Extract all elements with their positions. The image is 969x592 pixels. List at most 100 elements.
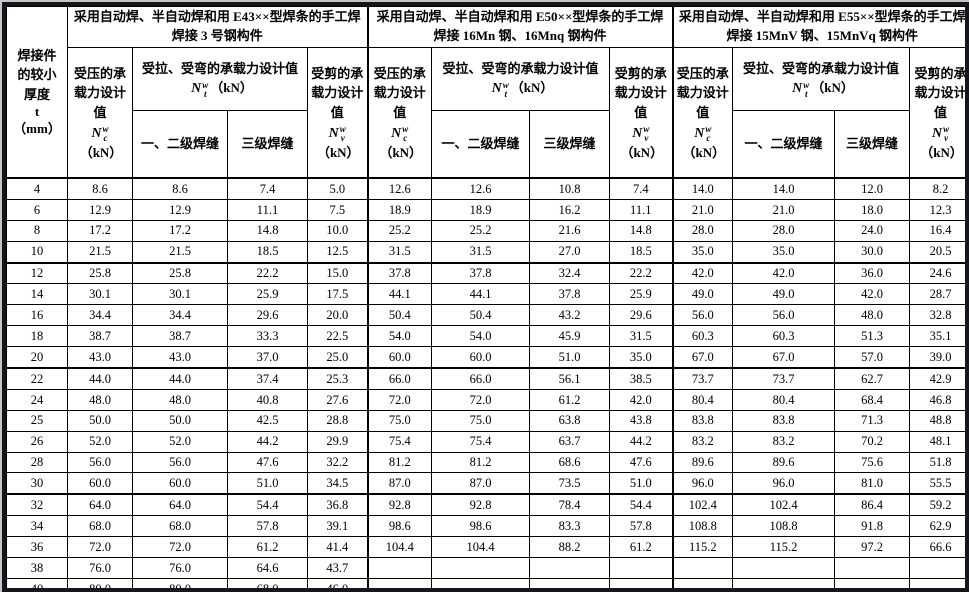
value-cell: 7.4 xyxy=(608,177,674,200)
value-cell xyxy=(909,557,965,579)
value-cell: 21.6 xyxy=(529,219,610,242)
value-cell: 38.7 xyxy=(132,325,228,348)
value-cell: 21.0 xyxy=(732,198,836,221)
table-row: 28 56.0 56.0 47.6 32.2 81.2 81.2 68.6 47… xyxy=(6,451,965,474)
table-row: 12 25.8 25.8 22.2 15.0 37.8 37.8 32.4 22… xyxy=(6,262,965,285)
value-cell: 17.2 xyxy=(67,219,133,242)
value-cell: 25.8 xyxy=(132,262,228,285)
value-cell: 48.0 xyxy=(132,388,228,411)
value-cell: 91.8 xyxy=(834,515,911,538)
value-cell: 48.0 xyxy=(67,388,133,411)
table-row: 26 52.0 52.0 44.2 29.9 75.4 75.4 63.7 44… xyxy=(6,430,965,453)
value-cell: 76.0 xyxy=(132,557,228,579)
table-row: 38 76.0 76.0 64.6 43.7 xyxy=(6,557,965,579)
value-cell: 87.0 xyxy=(366,472,432,496)
value-cell: 18.0 xyxy=(834,198,911,221)
value-cell xyxy=(834,577,911,588)
value-cell: 12.6 xyxy=(431,177,530,200)
table-row: 30 60.0 60.0 51.0 34.5 87.0 87.0 73.5 51… xyxy=(6,472,965,496)
value-cell: 48.8 xyxy=(909,409,965,432)
value-cell: 97.2 xyxy=(834,536,911,559)
value-cell: 96.0 xyxy=(671,472,734,496)
value-cell: 71.3 xyxy=(834,409,911,432)
value-cell: 50.4 xyxy=(366,304,432,327)
value-cell xyxy=(909,577,965,588)
value-cell: 55.5 xyxy=(909,472,965,496)
value-cell: 32.4 xyxy=(529,262,610,285)
table-body: 4 8.6 8.6 7.4 5.0 12.6 12.6 10.8 7.4 14.… xyxy=(6,177,965,588)
value-cell: 57.0 xyxy=(834,346,911,370)
value-cell: 25.9 xyxy=(227,283,308,306)
value-cell: 21.5 xyxy=(67,240,133,264)
thickness-cell: 25 xyxy=(6,409,68,432)
value-cell: 80.0 xyxy=(67,577,133,588)
value-cell: 18.5 xyxy=(608,240,674,264)
value-cell: 35.0 xyxy=(608,346,674,370)
value-cell: 61.2 xyxy=(608,536,674,559)
value-cell: 21.5 xyxy=(132,240,228,264)
value-cell: 12.9 xyxy=(132,198,228,221)
value-cell: 96.0 xyxy=(732,472,836,496)
value-cell: 22.2 xyxy=(608,262,674,285)
value-cell: 72.0 xyxy=(366,388,432,411)
value-cell: 7.5 xyxy=(307,198,368,221)
value-cell: 51.3 xyxy=(834,325,911,348)
value-cell: 88.2 xyxy=(529,536,610,559)
value-cell: 83.2 xyxy=(732,430,836,453)
value-cell: 10.0 xyxy=(307,219,368,242)
value-cell: 56.1 xyxy=(529,367,610,390)
value-cell: 68.0 xyxy=(67,515,133,538)
value-cell: 52.0 xyxy=(132,430,228,453)
thickness-cell: 20 xyxy=(6,346,68,370)
thickness-cell: 12 xyxy=(6,262,68,285)
value-cell: 73.7 xyxy=(732,367,836,390)
value-cell: 27.0 xyxy=(529,240,610,264)
value-cell: 92.8 xyxy=(431,493,530,517)
thickness-symbol: t xyxy=(34,104,40,120)
value-cell: 43.0 xyxy=(67,346,133,370)
value-cell: 62.9 xyxy=(909,515,965,538)
value-cell: 64.6 xyxy=(227,557,308,579)
value-cell: 34.4 xyxy=(67,304,133,327)
value-cell: 68.6 xyxy=(529,451,610,474)
e50-weld-grade12-header: 一、二级焊缝 xyxy=(431,110,530,179)
value-cell: 57.8 xyxy=(608,515,674,538)
value-cell: 80.0 xyxy=(132,577,228,588)
value-cell: 11.1 xyxy=(227,198,308,221)
table-row: 40 80.0 80.0 68.0 46.0 xyxy=(6,577,965,588)
value-cell: 81.0 xyxy=(834,472,911,496)
value-cell: 8.6 xyxy=(67,177,133,200)
value-cell: 51.8 xyxy=(909,451,965,474)
value-cell: 108.8 xyxy=(732,515,836,538)
value-cell: 68.0 xyxy=(132,515,228,538)
table-row: 8 17.2 17.2 14.8 10.0 25.2 25.2 21.6 14.… xyxy=(6,219,965,242)
value-cell: 20.5 xyxy=(909,240,965,264)
value-cell: 52.0 xyxy=(67,430,133,453)
thickness-cell: 26 xyxy=(6,430,68,453)
value-cell: 42.0 xyxy=(671,262,734,285)
value-cell: 56.0 xyxy=(732,304,836,327)
value-cell: 61.2 xyxy=(529,388,610,411)
value-cell: 108.8 xyxy=(671,515,734,538)
value-cell: 60.0 xyxy=(366,346,432,370)
table-row: 16 34.4 34.4 29.6 20.0 50.4 50.4 43.2 29… xyxy=(6,304,965,327)
value-cell: 12.3 xyxy=(909,198,965,221)
value-cell: 75.0 xyxy=(366,409,432,432)
value-cell: 59.2 xyxy=(909,493,965,517)
value-cell: 70.2 xyxy=(834,430,911,453)
value-cell: 87.0 xyxy=(431,472,530,496)
value-cell: 42.5 xyxy=(227,409,308,432)
value-cell: 49.0 xyxy=(671,283,734,306)
table-row: 6 12.9 12.9 11.1 7.5 18.9 18.9 16.2 11.1… xyxy=(6,198,965,221)
value-cell: 72.0 xyxy=(431,388,530,411)
value-cell: 32.8 xyxy=(909,304,965,327)
value-cell: 29.6 xyxy=(608,304,674,327)
value-cell: 22.5 xyxy=(307,325,368,348)
